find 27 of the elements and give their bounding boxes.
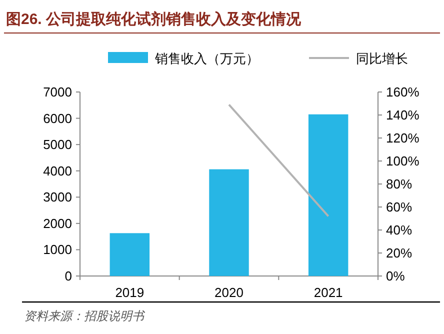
x-tick-label: 2019 (115, 285, 144, 300)
y-tick-label: 5000 (43, 137, 72, 152)
y2-tick-label: 0% (386, 268, 406, 284)
bar (110, 233, 150, 276)
y-tick-label: 0 (64, 268, 72, 284)
bar (209, 169, 249, 276)
y2-tick-label: 20% (386, 246, 412, 260)
y-tick-label: 7000 (43, 84, 72, 100)
y2-tick-label: 160% (386, 84, 420, 100)
y-tick-label: 3000 (43, 190, 72, 205)
y2-tick-label: 40% (386, 222, 412, 238)
y2-tick-label: 100% (386, 154, 420, 168)
x-tick-label: 2020 (214, 285, 244, 300)
y-tick-label: 2000 (43, 216, 72, 231)
y2-tick-label: 80% (386, 176, 412, 192)
legend-label: 同比增长 (356, 51, 408, 66)
chart-title: 图26. 公司提取纯化试剂销售收入及变化情况 (6, 10, 302, 28)
text: 资料来源：招股说明书 (24, 309, 146, 323)
y2-tick-label: 120% (386, 130, 420, 146)
y-tick-label: 4000 (43, 163, 72, 178)
y-tick-label: 6000 (43, 110, 72, 126)
y2-tick-label: 60% (386, 200, 412, 214)
bar (308, 114, 348, 276)
legend-label: 销售收入（万元） (154, 51, 259, 66)
y-tick-label: 1000 (43, 242, 72, 258)
x-tick-label: 2021 (314, 285, 343, 300)
y2-tick-label: 140% (386, 108, 420, 122)
